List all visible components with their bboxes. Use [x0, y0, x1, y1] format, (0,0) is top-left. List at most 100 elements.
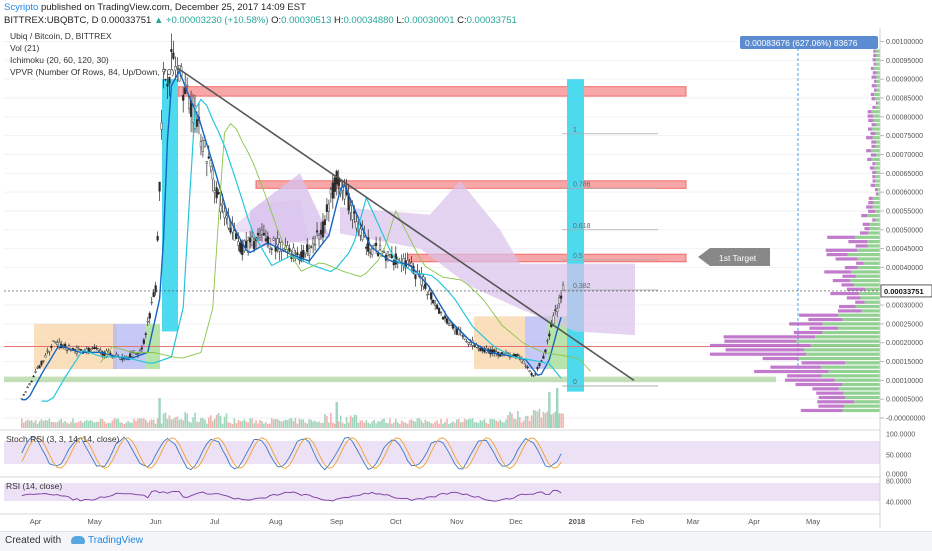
- high-value: 0.00034880: [343, 15, 394, 26]
- vpvr-row-down: [710, 352, 807, 356]
- volume-bar: [509, 411, 511, 428]
- close-value: 0.00033751: [466, 15, 517, 26]
- volume-bar: [109, 423, 112, 428]
- legend-vpvr[interactable]: VPVR (Number Of Rows, 84, Up/Down, 70): [10, 67, 175, 77]
- candle-body: [365, 246, 368, 249]
- rsi-label[interactable]: RSI (14, close): [6, 481, 63, 491]
- candle-body: [203, 140, 206, 147]
- volume-bar: [115, 418, 118, 428]
- footer-bar: Created with TradingView: [0, 531, 932, 551]
- stoch-tick-label: 0.0000: [886, 472, 908, 479]
- volume-bar: [538, 408, 541, 428]
- volume-bar: [312, 421, 314, 428]
- vpvr-row-up: [834, 378, 880, 382]
- volume-bar: [204, 419, 206, 428]
- volume-bar: [164, 412, 167, 428]
- volume-bar: [550, 414, 553, 428]
- vpvr-row-down: [871, 140, 877, 144]
- volume-bar: [294, 418, 297, 428]
- price-chart[interactable]: 1 0.786 0.618 0.5 0.382 0 0.00083676 (627.06%)…: [0, 0, 932, 530]
- vpvr-row-up: [867, 214, 880, 218]
- time-tick-label: Mar: [687, 517, 700, 526]
- candle-body: [201, 139, 204, 152]
- fib-level-label: 0.786: [573, 181, 591, 188]
- candle-body: [52, 340, 55, 342]
- vpvr-row-up: [873, 118, 880, 122]
- candle-body: [256, 232, 260, 236]
- volume-bar: [267, 423, 269, 428]
- volume-bar: [515, 419, 517, 428]
- vpvr-row-down: [871, 75, 877, 79]
- candle-body: [97, 348, 100, 351]
- candle-body: [260, 229, 264, 235]
- rsi-line: [21, 489, 562, 502]
- vpvr-row-up: [822, 330, 880, 335]
- volume-bar: [548, 392, 551, 428]
- vpvr-row-up: [867, 244, 880, 248]
- volume-bar: [544, 413, 547, 428]
- candle-body: [560, 295, 563, 299]
- legend-title[interactable]: Ubiq / Bitcoin, D, BITTREX: [10, 31, 112, 41]
- volume-bar: [432, 423, 434, 428]
- candle-body: [182, 94, 185, 101]
- volume-bar: [328, 422, 330, 428]
- vpvr-row-up: [810, 343, 880, 348]
- vpvr-row-up: [861, 309, 880, 313]
- price-tick-label: 0.00040000: [886, 265, 923, 272]
- volume-bar: [322, 422, 324, 428]
- resistance-zone: [177, 86, 687, 97]
- candle-body: [367, 237, 370, 252]
- candle-body: [79, 348, 82, 351]
- vpvr-row-down: [825, 248, 858, 252]
- volume-bar: [30, 420, 33, 428]
- candle-body: [526, 366, 529, 369]
- volume-bar: [465, 419, 468, 428]
- candle-body: [140, 347, 143, 350]
- candle-body: [95, 347, 98, 349]
- volume-bar: [404, 422, 407, 428]
- vpvr-row-up: [843, 391, 880, 395]
- vpvr-row-down: [856, 261, 864, 265]
- candle-body: [245, 240, 248, 248]
- candle-body: [75, 347, 79, 354]
- rsi-tick-label: 80.0000: [886, 479, 911, 486]
- candle-body: [278, 242, 281, 252]
- candle-body: [420, 274, 423, 286]
- volume-bar: [507, 415, 509, 428]
- candle-body: [262, 232, 266, 236]
- author-link[interactable]: Scyripto: [4, 2, 39, 13]
- volume-bar: [48, 418, 51, 428]
- volume-bar: [180, 418, 183, 428]
- volume-bar: [414, 421, 417, 428]
- vpvr-row-up: [845, 395, 880, 400]
- volume-bar: [489, 419, 492, 428]
- volume-bar: [290, 418, 293, 428]
- volume-bar: [186, 413, 188, 428]
- candle-body: [280, 241, 283, 252]
- volume-bar: [391, 423, 393, 428]
- volume-bar: [337, 421, 340, 428]
- candle-body: [317, 234, 321, 240]
- volume-bar: [369, 423, 372, 428]
- volume-bar: [76, 422, 78, 428]
- candle-body: [270, 248, 273, 250]
- volume-bar: [257, 423, 259, 428]
- legend-vol[interactable]: Vol (21): [10, 43, 40, 53]
- volume-bar: [188, 421, 190, 428]
- volume-bar: [111, 420, 114, 428]
- candle-body: [50, 346, 53, 348]
- vpvr-row-up: [815, 335, 880, 339]
- kijun-line: [41, 98, 562, 402]
- candle-body: [266, 236, 269, 244]
- stoch-rsi-label[interactable]: Stoch RSI (3, 3, 14, 14, close): [6, 434, 120, 444]
- tradingview-logo[interactable]: TradingView: [66, 535, 143, 546]
- support-zone: [4, 376, 776, 383]
- volume-bar: [517, 411, 519, 428]
- volume-bar: [270, 418, 273, 428]
- volume-bar: [298, 418, 301, 428]
- legend-ichimoku[interactable]: Ichimoku (20, 60, 120, 30): [10, 55, 109, 65]
- candle-body: [235, 233, 238, 240]
- price-tick-label: 0.00075000: [886, 133, 923, 140]
- vpvr-row-down: [855, 300, 865, 304]
- volume-bar: [233, 418, 236, 428]
